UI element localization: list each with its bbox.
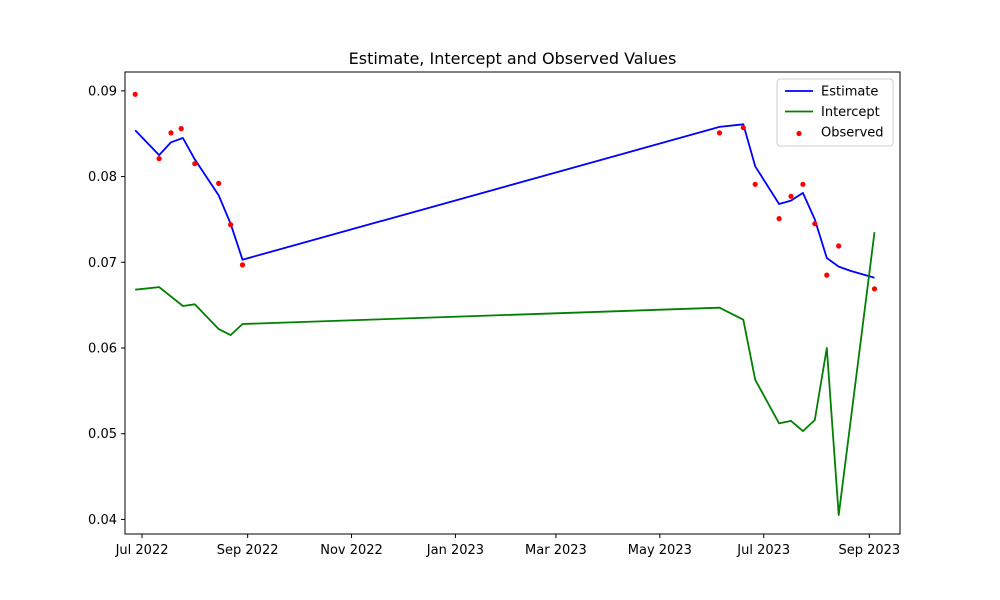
estimate-line xyxy=(134,123,875,279)
observed-point xyxy=(812,221,818,227)
x-tick-label: Jul 2022 xyxy=(115,543,169,558)
x-tick-label: May 2023 xyxy=(628,543,692,558)
observed-point xyxy=(716,130,723,136)
legend-label-observed: Observed xyxy=(821,126,884,141)
x-tick-label: Jan 2023 xyxy=(426,543,484,558)
y-tick-label: 0.04 xyxy=(88,513,117,528)
intercept-line xyxy=(135,232,876,516)
observed-point xyxy=(168,130,174,136)
observed-point xyxy=(752,181,758,187)
observed-point xyxy=(228,222,234,228)
y-tick-label: 0.07 xyxy=(88,256,117,271)
observed-point xyxy=(216,180,222,186)
x-tick-label: Jul 2023 xyxy=(736,543,790,558)
legend-label-estimate: Estimate xyxy=(821,85,878,100)
observed-point xyxy=(132,91,138,97)
observed-point xyxy=(836,243,842,249)
axes-frame xyxy=(124,71,901,535)
observed-point xyxy=(239,262,246,268)
observed-point xyxy=(740,125,746,131)
observed-point xyxy=(871,286,878,292)
legend-label-intercept: Intercept xyxy=(821,105,880,120)
observed-point xyxy=(824,272,830,278)
x-tick-label: Mar 2023 xyxy=(525,543,587,558)
y-axis: 0.04 0.05 0.06 0.07 0.08 0.09 xyxy=(88,84,125,528)
y-tick-label: 0.05 xyxy=(88,427,117,442)
legend: Estimate Intercept Observed xyxy=(776,78,894,147)
plot-area xyxy=(132,91,878,516)
legend-box xyxy=(776,78,894,147)
observed-point xyxy=(178,126,184,132)
y-tick-label: 0.09 xyxy=(88,84,117,99)
observed-point xyxy=(156,156,162,162)
y-tick-label: 0.08 xyxy=(88,170,117,185)
legend-swatch-observed xyxy=(796,130,802,137)
observed-point xyxy=(192,161,198,167)
y-tick-label: 0.06 xyxy=(88,342,117,357)
observed-point xyxy=(800,181,806,187)
chart-title: Estimate, Intercept and Observed Values xyxy=(349,49,677,68)
x-tick-label: Sep 2023 xyxy=(838,543,900,558)
x-tick-label: Nov 2022 xyxy=(320,543,383,558)
x-tick-label: Sep 2022 xyxy=(217,543,279,558)
observed-point xyxy=(776,216,782,222)
x-axis: Jul 2022 Sep 2022 Nov 2022 Jan 2023 Mar 2023… xyxy=(115,534,900,558)
observed-point xyxy=(788,193,794,199)
